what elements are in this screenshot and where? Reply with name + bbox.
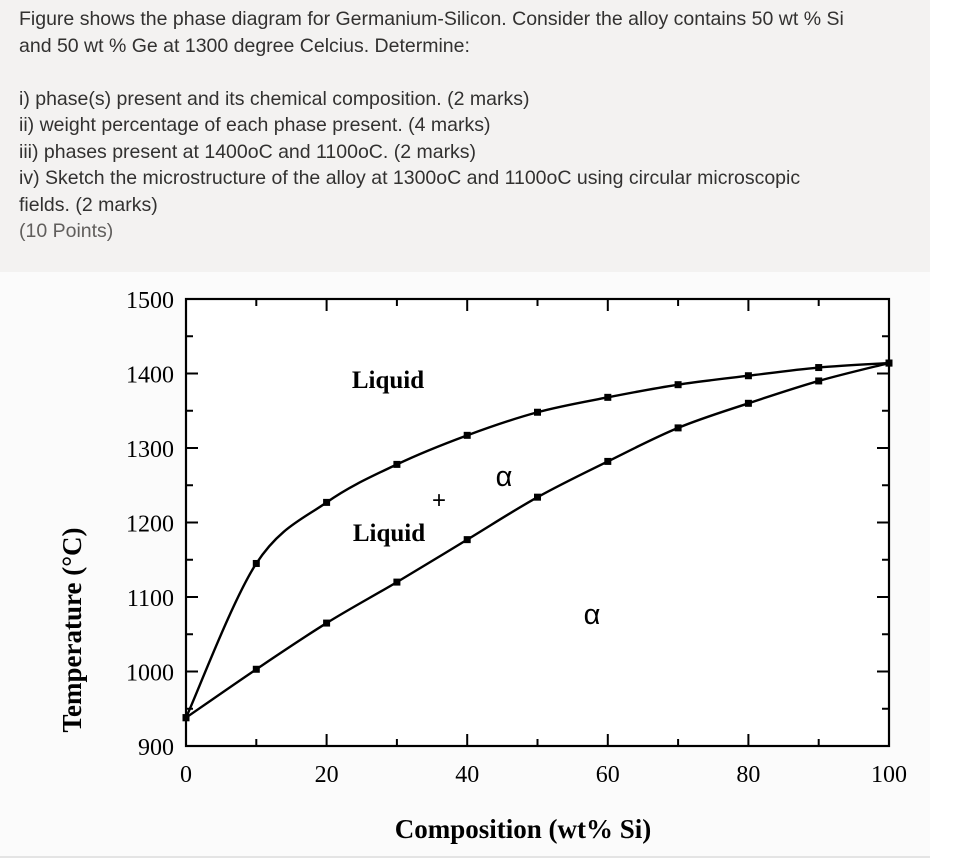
figure-bottom-rule xyxy=(0,856,930,858)
series-1-point-8 xyxy=(744,372,752,380)
series-2-point-3 xyxy=(393,578,401,586)
question-card: Figure shows the phase diagram for Germa… xyxy=(0,0,930,272)
phase-diagram-chart: 0 20 40 60 80 100900100011001200130014001500 … xyxy=(57,288,907,844)
series-2-point-5 xyxy=(534,493,541,501)
plot-area xyxy=(186,299,889,746)
y-tick-label-1400: 1400 xyxy=(126,363,174,389)
tick-label-layer: 0 20 40 60 80 100 900 1000 1100 1200 1300 1400 1500 xyxy=(126,288,907,788)
series-1-point-5 xyxy=(534,408,541,416)
question-points: (10 Points) xyxy=(19,220,114,242)
series-2-point-9 xyxy=(815,377,823,385)
x-tick-label-0: 0 xyxy=(180,762,192,788)
question-text: Figure shows the phase diagram for Germa… xyxy=(19,6,919,245)
series-1-point-6 xyxy=(604,393,612,401)
y-tick-label-1100: 1100 xyxy=(127,586,174,612)
annotation-alpha-low: α xyxy=(584,599,601,631)
series-layer xyxy=(182,359,893,722)
question-item-1: i) phase(s) present and its chemical com… xyxy=(19,87,530,110)
x-tick-label-20: 20 xyxy=(315,762,339,788)
series-1-point-7 xyxy=(674,381,682,389)
series-2-point-6 xyxy=(604,457,612,465)
question-line-2: and 50 wt % Ge at 1300 degree Celcius. D… xyxy=(19,34,470,57)
series-line-2 xyxy=(185,361,890,719)
series-1-point-3 xyxy=(393,460,401,468)
x-tick-label-100: 100 xyxy=(871,762,907,788)
question-item-2: ii) weight percentage of each phase pres… xyxy=(19,114,491,136)
x-tick-label-80: 80 xyxy=(736,762,760,788)
x-tick-label-60: 60 xyxy=(596,762,620,788)
question-line-1: Figure shows the phase diagram for Germa… xyxy=(19,8,844,30)
y-axis-label: Temperature (°C) xyxy=(57,527,87,732)
annotation-liquid-mid: Liquid xyxy=(353,520,425,547)
y-tick-label-900: 900 xyxy=(138,735,174,761)
series-2-point-1 xyxy=(252,665,260,673)
y-tick-label-1000: 1000 xyxy=(126,661,174,687)
series-1-point-2 xyxy=(323,498,331,506)
series-2-point-4 xyxy=(463,536,471,544)
series-line-1 xyxy=(184,361,890,719)
y-tick-label-1300: 1300 xyxy=(126,437,174,463)
series-1-point-1 xyxy=(252,559,260,567)
series-1-point-9 xyxy=(815,364,823,372)
series-2-point-8 xyxy=(744,399,752,407)
x-axis-label: Composition (wt% Si) xyxy=(395,814,652,844)
series-2-point-2 xyxy=(323,619,331,627)
annotation-plus: + xyxy=(432,487,446,514)
plot-frame xyxy=(184,297,891,748)
question-item-4: iv) Sketch the microstructure of the all… xyxy=(19,167,801,189)
question-item-4-cont: fields. (2 marks) xyxy=(19,193,158,216)
annotation-liquid-top: Liquid xyxy=(352,367,424,394)
question-item-3: iii) phases present at 1400oC and 1100oC… xyxy=(19,140,477,163)
y-tick-label-1500: 1500 xyxy=(126,288,174,314)
series-2-point-7 xyxy=(674,424,682,432)
series-1-point-4 xyxy=(463,431,471,439)
spacer xyxy=(19,59,919,86)
x-tick-label-40: 40 xyxy=(455,762,479,788)
annotation-alpha-mid: α xyxy=(496,461,513,493)
y-tick-label-1200: 1200 xyxy=(126,512,174,538)
